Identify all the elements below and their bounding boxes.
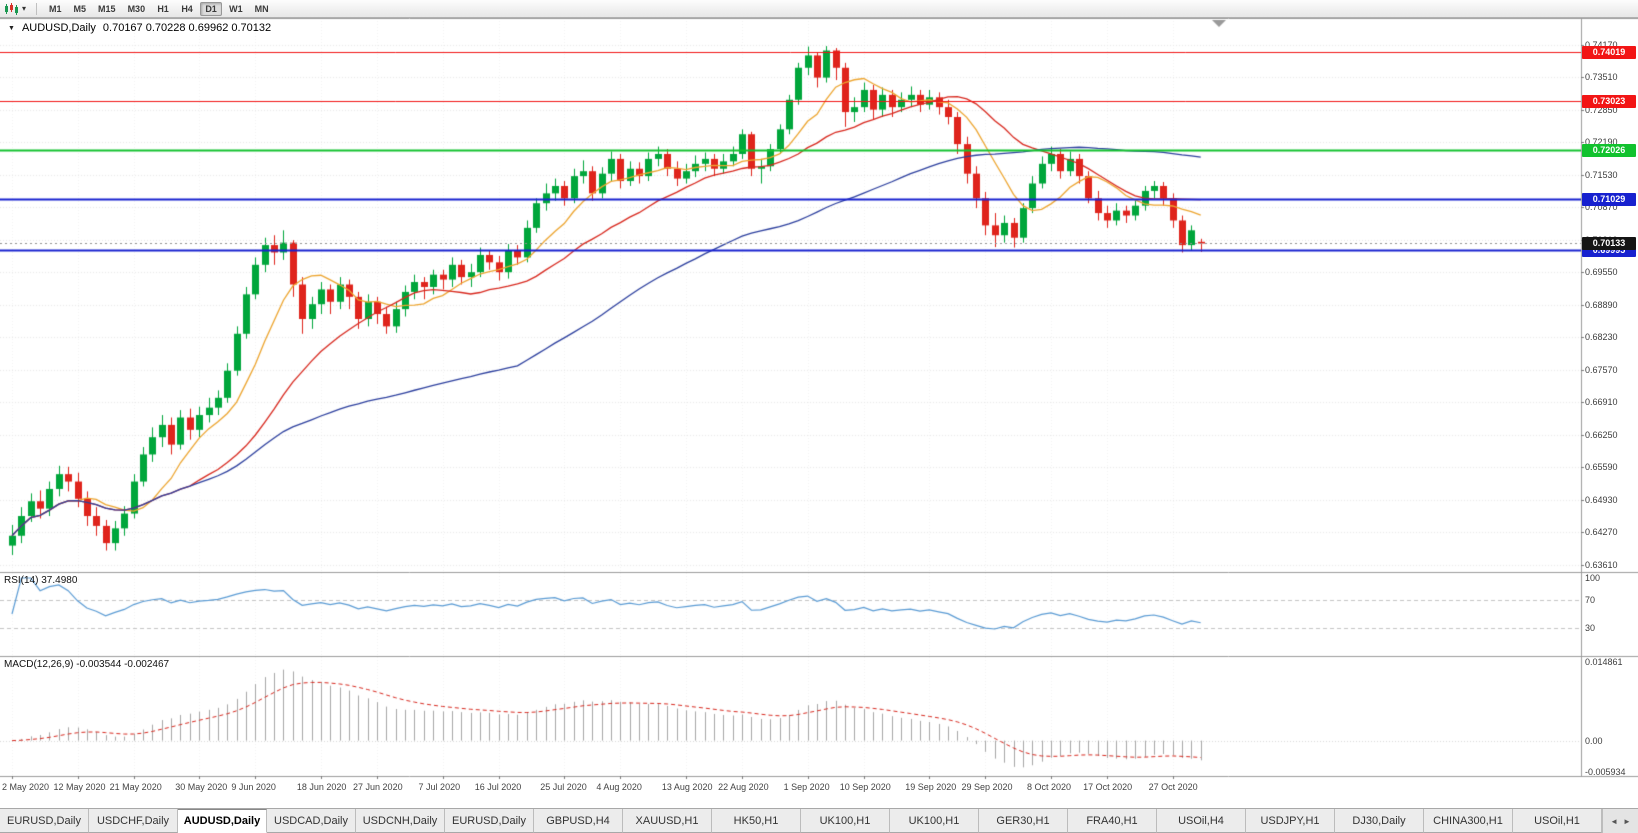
chart-tab-usdcad-daily[interactable]: USDCAD,Daily (267, 809, 356, 833)
timeframe-button-m15[interactable]: M15 (98, 3, 116, 14)
chart-tab-dj30-daily[interactable]: DJ30,Daily (1335, 809, 1424, 833)
top-toolbar: ▾ M1 M5 M15 M30 H1 H4 D1 W1 MN (0, 0, 1638, 18)
timeframe-button-m5[interactable]: M5 (73, 3, 87, 14)
price-axis-tick-label: 0.74170 (1585, 39, 1618, 50)
macd-indicator-label: MACD(12,26,9) -0.003544 -0.002467 (4, 659, 170, 670)
price-line-badge: 0.74019 (1582, 45, 1636, 59)
chart-title: ▼ AUDUSD,Daily 0.70167 0.70228 0.69962 0… (8, 22, 271, 34)
chart-window: 0.74170 0.73510 0.72850 0.72190 0.71530 0.708… (0, 18, 1638, 808)
price-axis-tick-label: 0.72850 (1585, 104, 1618, 115)
price-axis-tick-label: 0.68890 (1585, 299, 1618, 310)
timeframe-button-mn[interactable]: MN (254, 3, 269, 14)
chart-tab-china300-h1[interactable]: CHINA300,H1 (1424, 809, 1513, 833)
price-axis-tick-label: 0.64270 (1585, 527, 1618, 538)
chart-tabs: EURUSD,Daily USDCHF,Daily AUDUSD,Daily USDC… (0, 809, 1602, 833)
date-axis-label: 17 Oct 2020 (1083, 782, 1133, 792)
date-axis-label: 25 Jul 2020 (540, 782, 587, 792)
date-axis-label: 4 Aug 2020 (596, 782, 642, 792)
price-line-badge: 0.71029 (1582, 192, 1636, 206)
date-axis-label: 16 Jul 2020 (474, 782, 522, 792)
date-axis-label: 18 Jun 2020 (296, 782, 347, 792)
price-axis-tick-label: 0.67570 (1585, 364, 1618, 375)
date-axis-label: 1 Sep 2020 (783, 782, 830, 792)
chart-type-dropdown-caret-icon[interactable]: ▾ (22, 4, 27, 13)
price-axis-tick-label: 0.65590 (1585, 462, 1618, 473)
toolbar-separator (36, 2, 38, 15)
chart-tab-usdcnh-daily[interactable]: USDCNH,Daily (356, 809, 445, 833)
timeframe-button-m30[interactable]: M30 (127, 3, 146, 14)
price-line-badge: 0.73023 (1582, 94, 1636, 108)
collapse-triangle-icon[interactable]: ▼ (8, 24, 15, 32)
chart-ohlc-values: 0.70167 0.70228 0.69962 0.70132 (102, 22, 272, 34)
date-axis-label: 7 Jul 2020 (418, 782, 461, 792)
date-axis-label: 21 May 2020 (109, 782, 162, 792)
timeframe-buttons: M1 M5 M15 M30 H1 H4 D1 W1 MN (44, 1, 274, 16)
date-axis-label: 30 May 2020 (175, 782, 228, 792)
date-axis-label: 13 Aug 2020 (661, 782, 713, 792)
chart-tab-uk100-h1[interactable]: UK100,H1 (890, 809, 979, 833)
timeframe-button-m1[interactable]: M1 (49, 3, 62, 14)
rsi-scale-label: 100 (1585, 573, 1601, 583)
date-axis-label: 27 Jun 2020 (353, 782, 403, 792)
date-axis-label: 8 Oct 2020 (1026, 782, 1071, 792)
price-axis-tick-label: 0.64930 (1585, 494, 1618, 505)
timeframe-button-d1[interactable]: D1 (200, 1, 223, 16)
price-axis-tick-label: 0.71530 (1585, 169, 1618, 180)
chart-tab-fra40-h1[interactable]: FRA40,H1 (1068, 809, 1157, 833)
chart-tab-ger30-h1[interactable]: GER30,H1 (979, 809, 1068, 833)
date-axis-label: 2 May 2020 (2, 782, 50, 792)
price-axis-tick-label: 0.68230 (1585, 332, 1618, 343)
chart-tab-uk100-h1[interactable]: UK100,H1 (801, 809, 890, 833)
timeframe-button-h4[interactable]: H4 (181, 3, 193, 14)
price-axis-tick-label: 0.73510 (1585, 72, 1618, 83)
tabs-scroll-right-button[interactable]: ► (1623, 816, 1631, 826)
price-axis-tick-label: 0.69550 (1585, 267, 1618, 278)
rsi-indicator-label: RSI(14) 37.4980 (4, 575, 78, 586)
date-axis-label: 12 May 2020 (53, 782, 106, 792)
price-axis-tick-label: 0.72190 (1585, 137, 1618, 148)
date-axis-label: 27 Oct 2020 (1148, 782, 1198, 792)
price-axis-tick-label: 0.66910 (1585, 397, 1618, 408)
chart-tab-usdchf-daily[interactable]: USDCHF,Daily (89, 809, 178, 833)
chart-tab-usoil-h1[interactable]: USOil,H1 (1513, 809, 1602, 833)
price-axis-tick-label: 0.63610 (1585, 559, 1618, 570)
date-axis-label: 29 Sep 2020 (961, 782, 1013, 792)
chart-tab-xauusd-h1[interactable]: XAUUSD,H1 (623, 809, 712, 833)
macd-scale-label: -0.005934 (1585, 767, 1626, 777)
date-axis-label: 9 Jun 2020 (231, 782, 276, 792)
rsi-scale-label: 30 (1585, 623, 1596, 634)
tabs-scroll-left-button[interactable]: ◄ (1610, 816, 1618, 826)
timeframe-button-w1[interactable]: W1 (229, 3, 243, 14)
chart-tab-usoil-h4[interactable]: USOil,H4 (1157, 809, 1246, 833)
current-price-badge: 0.70133 (1582, 236, 1636, 250)
date-axis-label: 22 Aug 2020 (718, 782, 769, 792)
chart-tab-eurusd-daily[interactable]: EURUSD,Daily (0, 809, 89, 833)
price-line-badge: 0.72026 (1582, 143, 1636, 157)
tab-scroll-arrows: ◄ ► (1602, 809, 1638, 833)
chart-tab-bar: EURUSD,Daily USDCHF,Daily AUDUSD,Daily USDC… (0, 808, 1638, 833)
chart-tab-audusd-daily[interactable]: AUDUSD,Daily (178, 809, 267, 833)
chart-tab-hk50-h1[interactable]: HK50,H1 (712, 809, 801, 833)
macd-scale-label: 0.014861 (1585, 657, 1623, 667)
chart-tab-gbpusd-h4[interactable]: GBPUSD,H4 (534, 809, 623, 833)
chart-overlays: 0.74170 0.73510 0.72850 0.72190 0.71530 0.708… (0, 18, 1638, 808)
price-axis-tick-label: 0.66250 (1585, 429, 1618, 440)
date-axis-label: 19 Sep 2020 (905, 782, 957, 792)
timeframe-button-h1[interactable]: H1 (157, 3, 169, 14)
chart-type-icon[interactable] (4, 2, 20, 15)
chart-symbol-label: AUDUSD,Daily (21, 22, 96, 34)
price-chart-canvas[interactable] (0, 18, 1638, 808)
chart-tab-usdjpy-h1[interactable]: USDJPY,H1 (1246, 809, 1335, 833)
date-axis-label: 10 Sep 2020 (839, 782, 891, 792)
rsi-scale-label: 70 (1585, 594, 1596, 605)
macd-scale-label: 0.00 (1585, 735, 1603, 746)
chart-tab-eurusd-daily[interactable]: EURUSD,Daily (445, 809, 534, 833)
price-axis-tick-label: 0.70870 (1585, 202, 1618, 213)
